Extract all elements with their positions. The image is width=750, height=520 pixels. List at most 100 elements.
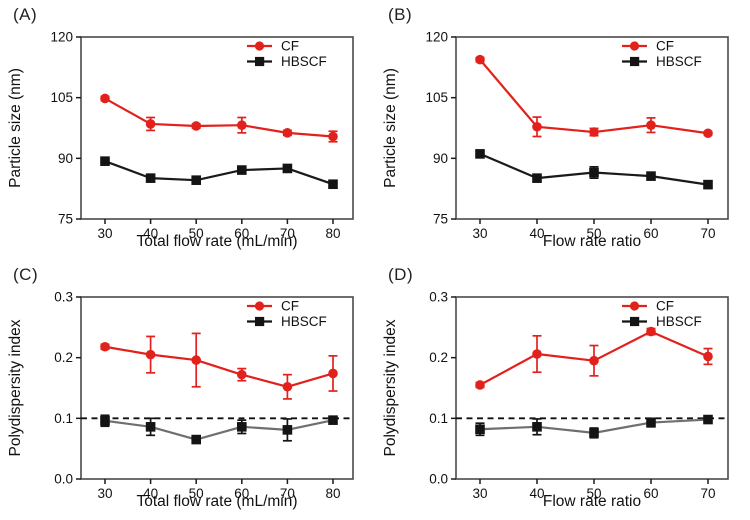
hbscf-marker [475, 149, 485, 159]
chart-d-svg: 0.0 0.1 0.2 0.3 30 40 50 60 70 Flow rate ratio Pol… [382, 290, 729, 510]
cf-marker [703, 351, 713, 362]
axes: 0.0 0.1 0.2 0.3 30 40 50 60 70 [429, 290, 715, 502]
series-hbscf [100, 156, 338, 190]
hbscf-marker [282, 163, 293, 174]
x-tick-label: 60 [234, 226, 249, 241]
legend-marker-cf [254, 41, 265, 51]
legend-label-hbscf: HBSCF [281, 54, 327, 69]
hbscf-marker [191, 434, 201, 445]
cf-line [104, 97, 334, 138]
hbscf-marker [475, 424, 485, 435]
x-tick-label: 60 [643, 486, 658, 501]
x-tick-label: 70 [700, 226, 715, 241]
cf-marker [475, 54, 485, 65]
y-tick-label: 0.3 [429, 290, 448, 305]
series-cf [100, 332, 338, 400]
hbscf-marker [532, 173, 542, 183]
legend-marker-hbscf [630, 316, 640, 327]
chart-a-svg: 75 90 105 120 30 40 50 60 70 80 Total flow rate (m… [7, 30, 354, 250]
y-tick-label: 0.3 [54, 290, 73, 305]
panel-c-label: (C) [13, 265, 39, 284]
panel-a: 75 90 105 120 30 40 50 60 70 80 Total flow rate (m… [0, 0, 375, 260]
hbscf-marker [589, 428, 599, 438]
legend-label-cf: CF [281, 299, 299, 314]
hbscf-marker [646, 171, 656, 181]
x-tick-label: 40 [143, 226, 158, 241]
x-tick-label: 60 [643, 226, 658, 241]
y-tick-label: 0.2 [54, 350, 73, 365]
hbscf-marker [328, 415, 338, 425]
x-tick-label: 40 [143, 486, 158, 501]
cf-marker [191, 355, 201, 365]
series-cf [100, 93, 338, 143]
y-axis-title: Particle size (nm) [382, 68, 399, 188]
cf-marker [237, 120, 247, 130]
hbscf-marker [100, 415, 110, 426]
plot-frame [455, 296, 729, 480]
x-tick-label: 80 [325, 226, 340, 241]
legend-label-cf: CF [656, 39, 674, 54]
x-tick-label: 30 [97, 486, 112, 501]
y-tick-label: 75 [433, 212, 448, 227]
panel-d-label: (D) [388, 265, 414, 284]
series-hbscf [475, 149, 713, 190]
cf-marker [145, 119, 156, 129]
x-tick-label: 50 [189, 226, 204, 241]
y-tick-label: 105 [425, 90, 448, 105]
x-tick-label: 70 [700, 486, 715, 501]
legend-marker-hbscf [630, 56, 640, 67]
cf-marker [646, 326, 656, 337]
x-tick-label: 40 [529, 226, 544, 241]
x-tick-label: 70 [280, 226, 295, 241]
legend-marker-hbscf [255, 316, 265, 327]
legend-label-cf: CF [656, 299, 674, 314]
cf-marker [237, 369, 247, 380]
cf-line [479, 58, 709, 135]
legend-marker-hbscf [255, 56, 265, 67]
chart-b-svg: 75 90 105 120 30 40 50 60 70 Flow rate ratio Parti… [382, 30, 729, 250]
hbscf-marker [532, 422, 542, 432]
cf-marker [646, 120, 656, 130]
y-tick-label: 0.0 [54, 472, 73, 487]
hbscf-marker [145, 422, 156, 432]
hbscf-marker [100, 156, 110, 166]
hbscf-marker [703, 414, 713, 425]
hbscf-line [104, 160, 334, 186]
cf-marker [589, 127, 599, 137]
plot-frame [80, 296, 354, 480]
x-tick-label: 30 [472, 226, 487, 241]
hbscf-marker [145, 173, 156, 183]
axes: 0.0 0.1 0.2 0.3 30 40 50 60 70 80 [54, 290, 340, 502]
legend-label-hbscf: HBSCF [281, 314, 327, 329]
axes: 75 90 105 120 30 40 50 60 70 [425, 30, 715, 242]
legend-label-hbscf: HBSCF [656, 54, 702, 69]
cf-marker [100, 341, 110, 352]
x-axis-title: Total flow rate (mL/min) [136, 233, 297, 250]
panel-b-label: (B) [388, 5, 413, 24]
y-axis-title: Polydispersity index [382, 319, 399, 456]
x-axis-title: Total flow rate (mL/min) [136, 493, 297, 510]
x-axis-title: Flow rate ratio [543, 493, 641, 510]
hbscf-marker [646, 417, 656, 428]
axes: 75 90 105 120 30 40 50 60 70 80 [50, 30, 340, 242]
cf-marker [282, 381, 293, 392]
panel-a-label: (A) [13, 5, 38, 24]
hbscf-marker [703, 179, 713, 190]
cf-marker [191, 121, 201, 131]
y-tick-label: 0.1 [429, 411, 448, 426]
plot-frame [455, 36, 729, 220]
x-tick-label: 50 [586, 486, 601, 501]
y-tick-label: 0.2 [429, 350, 448, 365]
y-tick-label: 75 [58, 212, 73, 227]
x-tick-label: 70 [280, 486, 295, 501]
cf-marker [703, 128, 713, 139]
x-tick-label: 50 [189, 486, 204, 501]
cf-marker [475, 380, 485, 390]
x-axis-title: Flow rate ratio [543, 233, 641, 250]
panel-d: 0.0 0.1 0.2 0.3 30 40 50 60 70 Flow rate ratio Pol… [375, 260, 750, 520]
panel-c: 0.0 0.1 0.2 0.3 30 40 50 60 70 80 Total flow rate … [0, 260, 375, 520]
legend-label-cf: CF [281, 39, 299, 54]
cf-marker [145, 349, 156, 360]
